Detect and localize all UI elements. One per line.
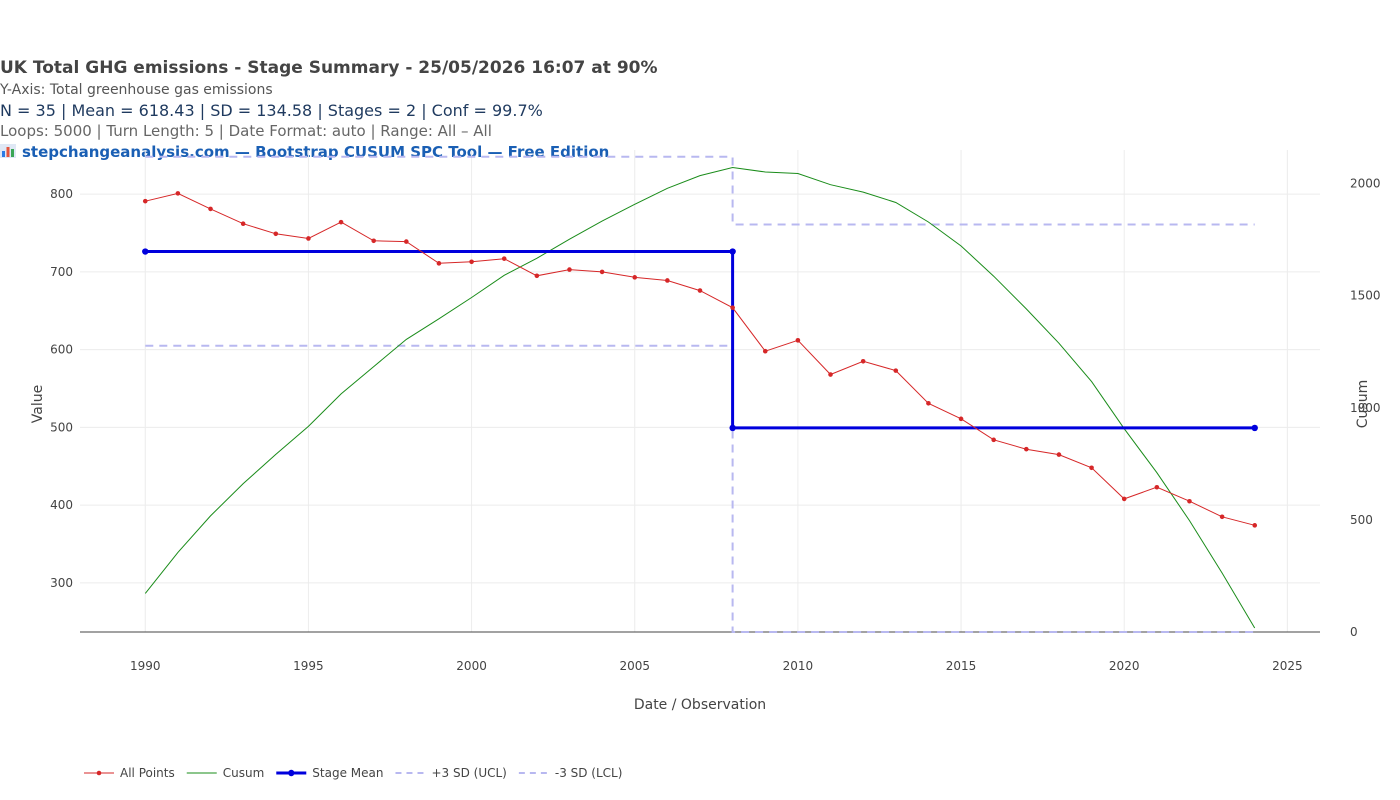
data-point	[534, 273, 540, 279]
series-line-cusum	[144, 166, 1256, 629]
data-point	[273, 231, 279, 237]
series-layer	[142, 155, 1258, 633]
legend-item-cusum[interactable]: Cusum	[186, 766, 265, 780]
x-tick-label: 1990	[130, 659, 161, 673]
y2-tick-label: 1500	[1350, 289, 1381, 303]
y-tick-label: 300	[50, 576, 73, 590]
data-point	[567, 267, 572, 272]
chart-title: UK Total GHG emissions - Stage Summary -…	[0, 58, 658, 78]
legend-label: Cusum	[223, 766, 265, 780]
brand-line[interactable]: stepchangeanalysis.com — Bootstrap CUSUM…	[0, 143, 609, 161]
legend[interactable]: All Points Cusum Stage Mean +3 SD (UCL) -3 S…	[84, 766, 622, 780]
data-point	[893, 368, 899, 373]
data-point	[469, 259, 474, 265]
data-point	[697, 288, 703, 293]
data-point	[404, 239, 409, 244]
data-point	[599, 269, 605, 275]
stats-line: N = 35 | Mean = 618.43 | SD = 134.58 | S…	[0, 101, 543, 120]
y2-tick-labels: 0 500 1000 1500 2000	[1350, 177, 1381, 639]
x-tick-label: 2015	[946, 659, 977, 673]
data-point	[926, 400, 931, 406]
legend-marker	[96, 770, 102, 776]
legend-item-all-points[interactable]: All Points	[84, 766, 175, 780]
series-line-all-points	[145, 192, 1255, 526]
y-tick-labels: 300 400 500 600 700 800	[50, 187, 73, 590]
legend-label: -3 SD (LCL)	[555, 766, 623, 780]
data-point	[632, 275, 638, 280]
legend-item-3-sd-ucl[interactable]: +3 SD (UCL)	[395, 766, 507, 780]
data-point	[958, 416, 964, 422]
data-point	[240, 221, 246, 226]
x-tick-label: 2010	[783, 659, 814, 673]
series-line-3-sd-lcl	[145, 344, 1255, 633]
data-point	[1056, 452, 1062, 457]
stage-mean-point	[729, 248, 736, 255]
stage-mean-point	[1251, 424, 1258, 432]
data-point	[1089, 465, 1094, 471]
legend-label: Stage Mean	[312, 766, 383, 780]
data-point	[1219, 514, 1225, 520]
data-point	[306, 236, 311, 241]
data-point	[860, 359, 866, 364]
y-tick-label: 400	[50, 498, 73, 512]
data-point	[828, 372, 833, 377]
data-point	[1121, 496, 1127, 502]
data-point	[175, 191, 181, 196]
series-line-stage-mean	[145, 250, 1255, 430]
y2-tick-label: 2000	[1350, 177, 1381, 191]
y2-tick-label: 500	[1350, 513, 1373, 527]
data-point	[436, 261, 442, 266]
brand-link[interactable]: stepchangeanalysis.com — Bootstrap CUSUM…	[22, 143, 610, 161]
data-point	[1024, 446, 1029, 452]
stage-mean-point	[729, 424, 736, 432]
y-axis-subtitle: Y-Axis: Total greenhouse gas emissions	[0, 82, 273, 98]
data-point	[762, 348, 768, 354]
x-tick-label: 2025	[1272, 659, 1303, 673]
x-tick-label: 1995	[293, 659, 324, 673]
legend-label: +3 SD (UCL)	[431, 766, 506, 780]
data-point	[1187, 498, 1192, 504]
data-point	[991, 437, 996, 443]
data-point	[338, 219, 344, 225]
legend-item-stage-mean[interactable]: Stage Mean	[276, 766, 383, 780]
data-point	[1154, 484, 1160, 490]
y-tick-label: 600	[50, 343, 73, 357]
y-axis-title: Value	[30, 385, 46, 423]
legend-label: All Points	[120, 766, 175, 780]
y2-tick-label: 0	[1350, 625, 1358, 639]
bar-chart-icon	[0, 144, 16, 158]
data-point	[208, 206, 213, 212]
legend-marker	[288, 769, 295, 777]
data-point	[730, 305, 735, 310]
settings-line: Loops: 5000 | Turn Length: 5 | Date Form…	[0, 122, 492, 140]
data-point	[142, 198, 148, 204]
legend-item-3-sd-lcl[interactable]: -3 SD (LCL)	[518, 766, 623, 780]
x-axis-title: Date / Observation	[634, 697, 766, 713]
y2-axis-title: Cusum	[1355, 380, 1371, 428]
x-tick-label: 2005	[619, 659, 650, 673]
x-tick-labels: 1990 1995 2000 2005 2010 2015 2020 2025	[130, 659, 1303, 673]
y-tick-label: 800	[50, 187, 73, 201]
x-tick-label: 2000	[456, 659, 487, 673]
series-line-3-sd-ucl	[145, 155, 1255, 226]
data-point	[371, 238, 376, 244]
data-point	[795, 338, 801, 343]
stage-mean-point	[142, 248, 149, 255]
x-tick-label: 2020	[1109, 659, 1140, 673]
y2-tick-label: 1000	[1350, 401, 1381, 415]
data-point	[501, 256, 507, 261]
data-point	[665, 278, 670, 283]
data-point	[1252, 523, 1258, 528]
y-tick-label: 700	[50, 265, 73, 279]
grid-lines	[80, 150, 1320, 632]
y-tick-label: 500	[50, 420, 73, 434]
